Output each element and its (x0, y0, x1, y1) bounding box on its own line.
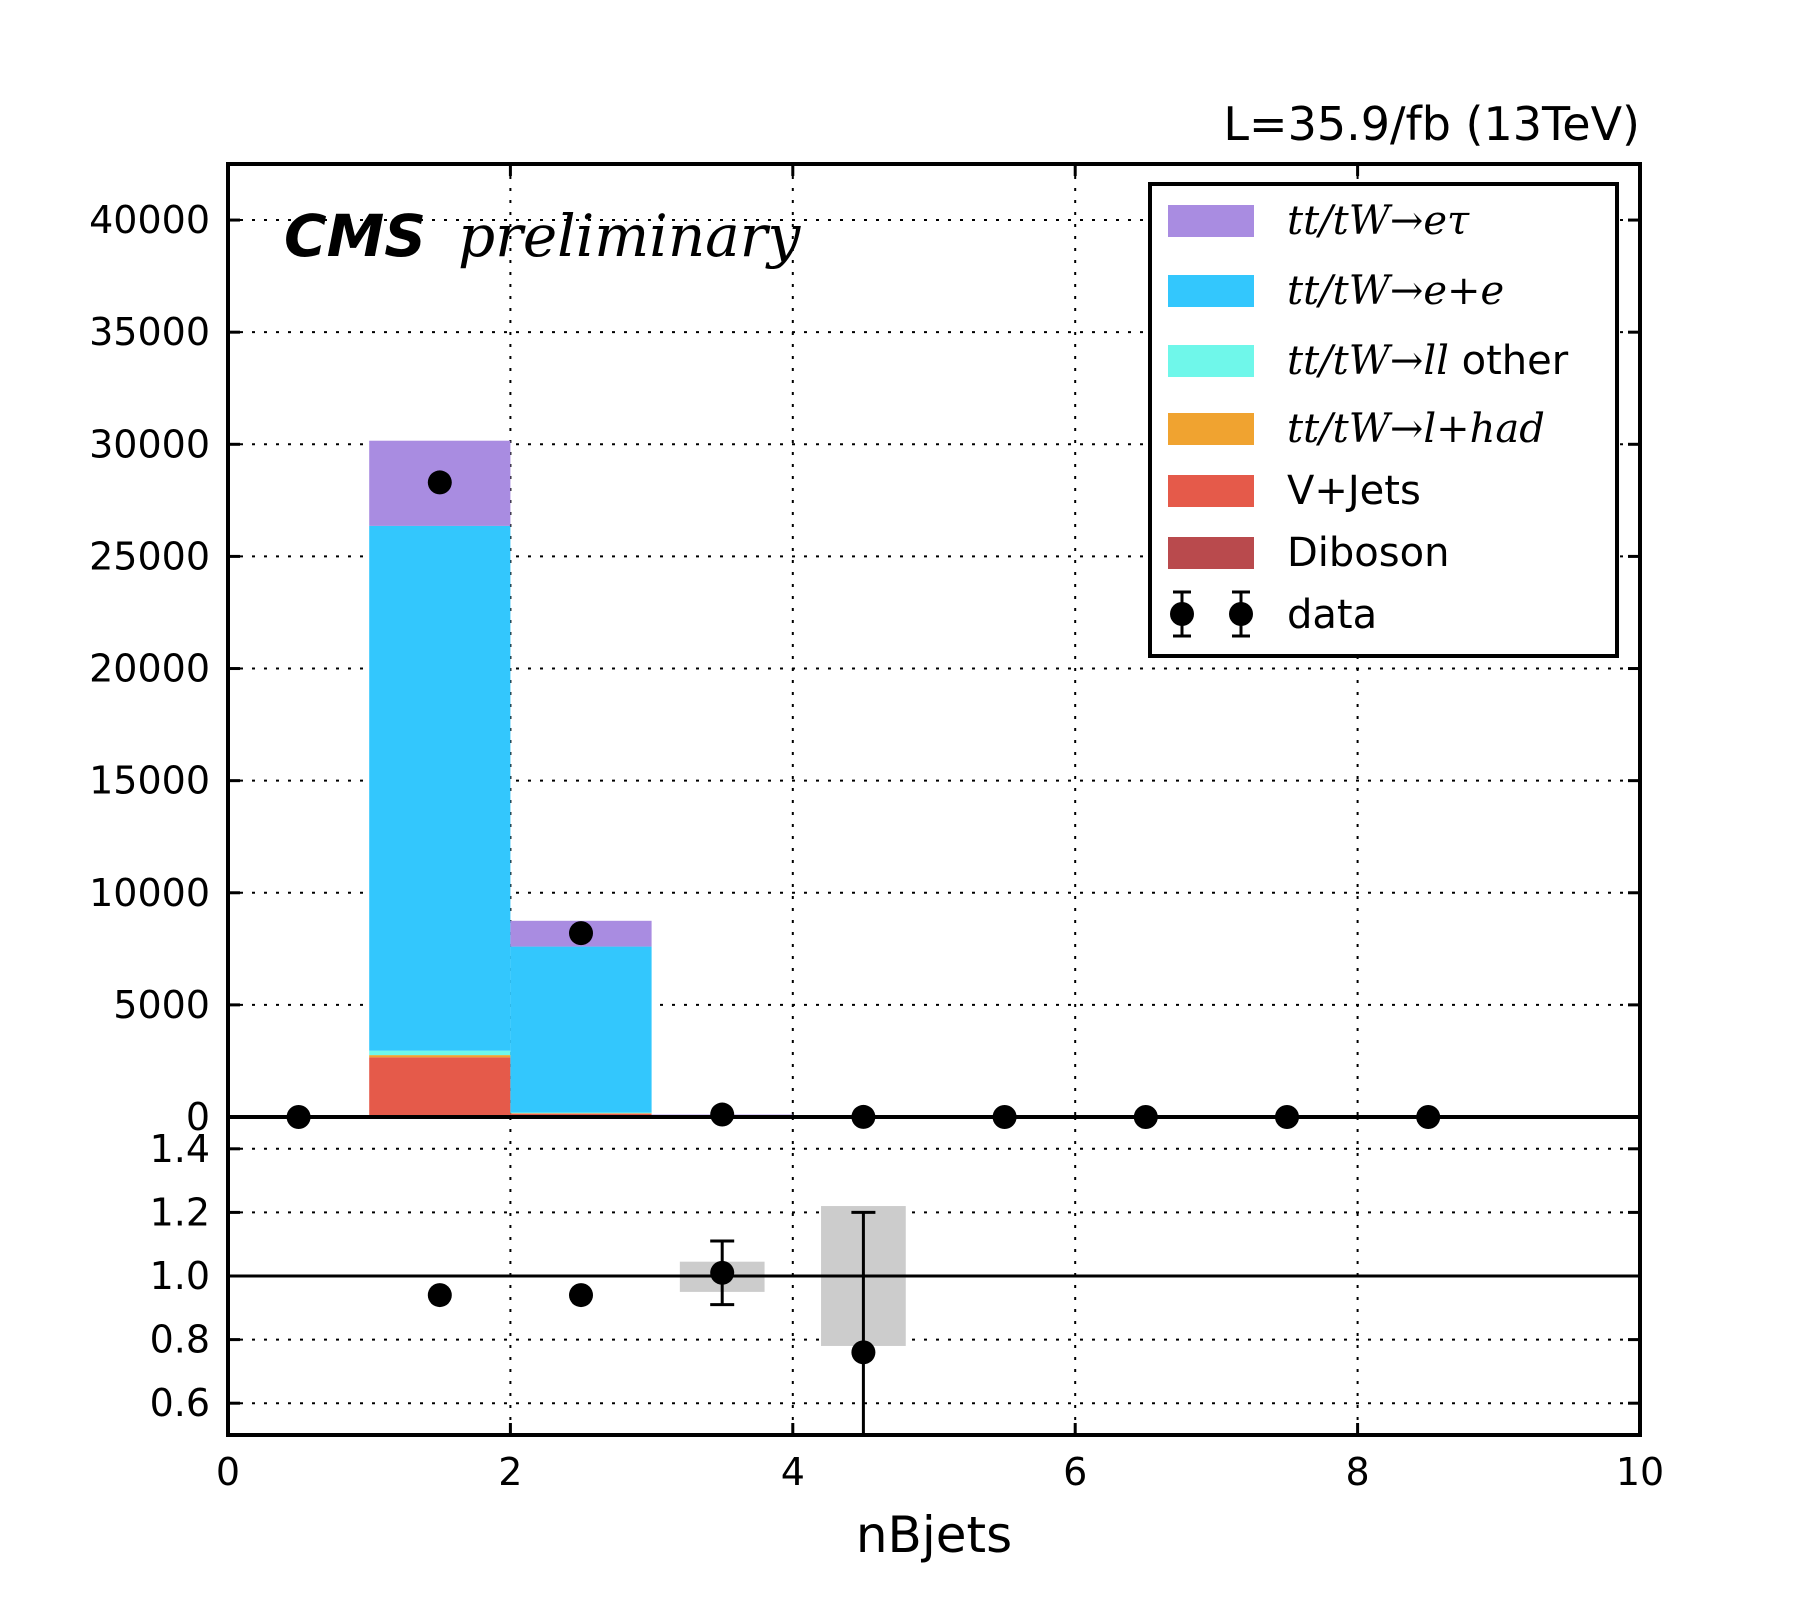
legend-swatch (1168, 413, 1254, 445)
legend-swatch (1168, 537, 1254, 569)
bar-segment (369, 525, 511, 1051)
luminosity-label: L=35.9/fb (13TeV) (1223, 97, 1640, 151)
y-tick-label: 15000 (89, 759, 210, 803)
legend: tt/tW→eτ tt/tW→e+e tt/tW→ll other tt/tW→l+h… (1148, 182, 1619, 658)
ratio-panel-frame (226, 1115, 1642, 1437)
bar-segment (369, 1055, 511, 1058)
y-tick-label: 25000 (89, 534, 210, 578)
legend-swatch (1168, 345, 1254, 377)
legend-label: tt/tW→e+e (1287, 268, 1504, 314)
legend-swatch (1168, 475, 1254, 507)
bar-segment (510, 946, 652, 1113)
bar-segment (369, 1057, 511, 1116)
y-tick-label: 20000 (89, 647, 210, 691)
legend-swatch (1168, 205, 1254, 237)
x-tick-label: 10 (1616, 1450, 1664, 1494)
legend-label: tt/tW→eτ (1287, 198, 1470, 244)
x-tick-label: 4 (781, 1450, 805, 1494)
x-tick-label: 0 (216, 1450, 240, 1494)
main-y-axis: 0 5000 10000 15000 20000 25000 30000 35000 40000 (89, 198, 1640, 1139)
ratio-points (427, 1210, 876, 1435)
legend-label: Diboson (1287, 530, 1449, 576)
ratio-y-axis: 0.6 0.8 1.0 1.2 1.4 (150, 1127, 1640, 1425)
y-tick-label: 1.0 (150, 1254, 210, 1298)
y-tick-label: 1.2 (150, 1190, 210, 1234)
ratio-point (427, 1283, 452, 1308)
x-tick-label: 6 (1063, 1450, 1087, 1494)
data-point (569, 921, 593, 946)
bar-segment (369, 1050, 511, 1056)
legend-swatch (1168, 275, 1254, 307)
ratio-point (569, 1283, 593, 1308)
experiment-label: CMS (284, 202, 426, 270)
data-point (427, 470, 452, 495)
x-axis-label: nBjets (856, 1506, 1012, 1564)
legend-label: data (1287, 592, 1377, 638)
legend-data-marker (1229, 602, 1253, 626)
data-point (710, 1102, 735, 1127)
legend-label: tt/tW→l+had (1287, 406, 1545, 452)
x-tick-label: 2 (498, 1450, 522, 1494)
status-label: preliminary (458, 202, 801, 270)
legend-label: tt/tW→ll other (1287, 338, 1569, 384)
y-tick-label: 30000 (89, 422, 210, 466)
y-tick-label: 10000 (89, 871, 210, 915)
x-tick-label: 8 (1346, 1450, 1370, 1494)
y-tick-label: 1.4 (150, 1127, 210, 1171)
y-tick-label: 0 (186, 1095, 210, 1139)
legend-label: V+Jets (1287, 468, 1421, 514)
stacked-bars (369, 440, 934, 1117)
ratio-point (851, 1340, 876, 1365)
y-tick-label: 5000 (113, 983, 210, 1027)
bar-segment (510, 1112, 652, 1114)
legend-data-marker (1170, 602, 1194, 626)
y-tick-label: 0.6 (150, 1381, 210, 1425)
y-tick-label: 40000 (89, 198, 210, 242)
y-tick-label: 0.8 (150, 1318, 210, 1362)
x-axis: 0 2 4 6 8 10 (216, 164, 1664, 1494)
ratio-point (710, 1260, 735, 1285)
y-tick-label: 35000 (89, 310, 210, 354)
